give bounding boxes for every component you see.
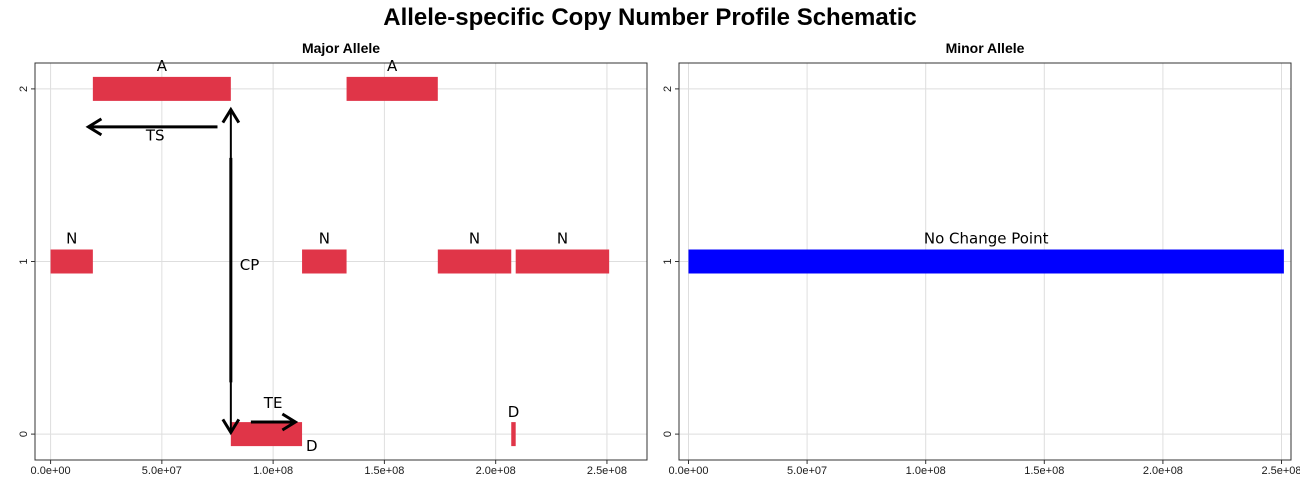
arrow-ts: TS	[85, 117, 218, 145]
arrow-head	[85, 117, 103, 137]
segment-bar	[437, 249, 512, 274]
y-tick-label: 1	[18, 258, 30, 264]
x-tick-label: 5.0e+07	[787, 465, 827, 477]
x-tick-label: 2.5e+08	[1261, 465, 1300, 477]
segment-label: A	[157, 57, 168, 75]
arrow-label: TE	[263, 394, 283, 412]
segment-label: N	[66, 230, 77, 248]
segment-label: A	[387, 57, 398, 75]
minor-allele-panel: No Change Point 0.0e+00 5.0e+07 1.0e+08 1.5e…	[662, 62, 1300, 477]
segment-bar	[515, 249, 610, 274]
arrow-label: CP	[240, 256, 260, 274]
segment-label: D	[306, 437, 318, 455]
x-tick-label: 0.0e+00	[668, 465, 708, 477]
arrow-head	[221, 418, 241, 436]
arrow-te: TE	[250, 394, 299, 432]
arrow-label: TS	[145, 127, 165, 145]
y-tick-label: 1	[662, 258, 674, 264]
y-tick-label: 2	[18, 86, 30, 92]
x-tick-label: 1.5e+08	[1024, 465, 1064, 477]
segment-label: N	[557, 230, 568, 248]
y-tick-label: 0	[662, 431, 674, 437]
segment-bar	[511, 422, 516, 447]
arrow-head	[281, 412, 299, 432]
arrow-cp: CP	[221, 106, 260, 436]
x-tick-label: 1.0e+08	[253, 465, 293, 477]
segment-label: D	[508, 403, 520, 421]
x-tick-label: 2.5e+08	[587, 465, 627, 477]
major-allele-panel: N A D N A N D N TS TE CP 0.0e+00 5.0e+07 1.0e+08 1.5e+…	[18, 57, 648, 477]
x-tick-label: 1.5e+08	[364, 465, 404, 477]
segment-bar	[92, 76, 231, 101]
segment-label: N	[319, 230, 330, 248]
segment-bar	[688, 249, 1284, 274]
segment-bar	[50, 249, 93, 274]
segment-bar	[302, 249, 347, 274]
x-tick-label: 5.0e+07	[142, 465, 182, 477]
y-tick-label: 0	[18, 431, 30, 437]
y-tick-label: 2	[662, 86, 674, 92]
x-tick-label: 1.0e+08	[906, 465, 946, 477]
segment-bar	[346, 76, 438, 101]
x-tick-label: 0.0e+00	[31, 465, 71, 477]
x-tick-label: 2.0e+08	[1143, 465, 1183, 477]
chart-title: Allele-specific Copy Number Profile Sche…	[383, 4, 917, 31]
minor-allele-panel-title: Minor Allele	[945, 40, 1025, 56]
segment-label: N	[469, 230, 480, 248]
major-allele-panel-title: Major Allele	[301, 40, 381, 56]
x-tick-label: 2.0e+08	[476, 465, 516, 477]
arrow-head	[221, 106, 241, 124]
segment-label: No Change Point	[924, 230, 1049, 248]
